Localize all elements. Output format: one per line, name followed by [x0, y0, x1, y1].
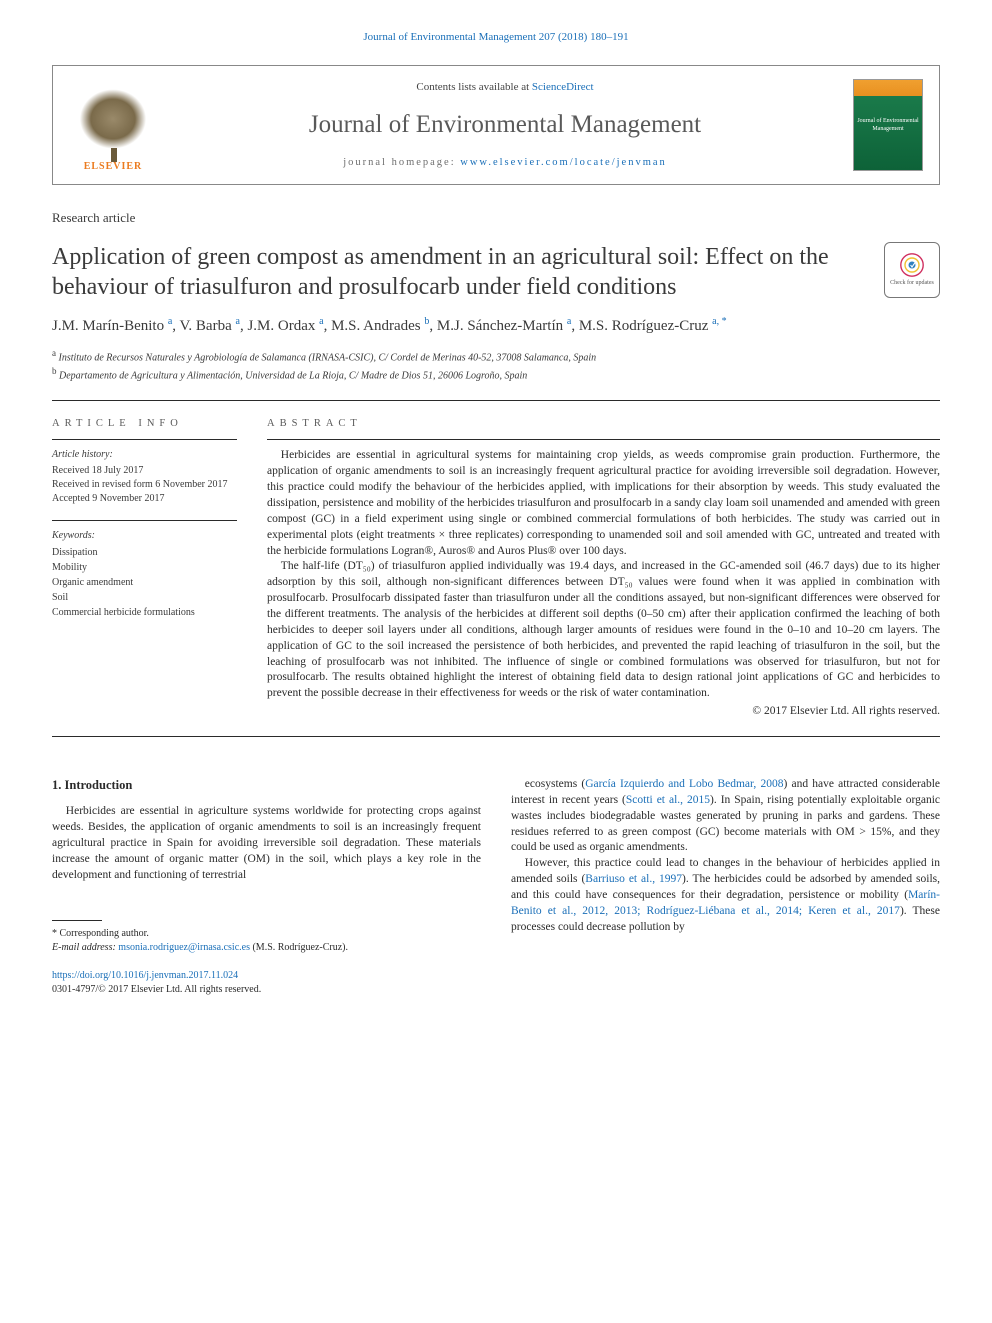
ref-garcia[interactable]: García Izquierdo and Lobo Bedmar, 2008 — [585, 778, 783, 790]
issn-line: 0301-4797/© 2017 Elsevier Ltd. All right… — [52, 983, 481, 997]
keyword-2: Organic amendment — [52, 575, 237, 590]
email-label: E-mail address: — [52, 942, 118, 953]
author-2: J.M. Ordax — [247, 318, 315, 334]
article-info-col: article info Article history: Received 1… — [52, 417, 237, 720]
keywords-label: Keywords: — [52, 529, 237, 543]
intro-p1: Herbicides are essential in agriculture … — [52, 804, 481, 883]
affiliation-a-text: Instituto de Recursos Naturales y Agrobi… — [59, 352, 597, 363]
author-5-aff[interactable]: a — [712, 316, 716, 327]
intro-col2-p1: ecosystems (García Izquierdo and Lobo Be… — [511, 777, 940, 856]
keyword-4: Commercial herbicide formulations — [52, 605, 237, 620]
crossmark-label: Check for updates — [890, 279, 934, 287]
intro-heading: 1. Introduction — [52, 777, 481, 794]
journal-header: ELSEVIER Contents lists available at Sci… — [52, 65, 940, 185]
contents-line: Contents lists available at ScienceDirec… — [173, 80, 837, 95]
keywords-block: Keywords: Dissipation Mobility Organic a… — [52, 520, 237, 620]
article-type: Research article — [52, 209, 940, 227]
elsevier-logo[interactable]: ELSEVIER — [69, 76, 157, 174]
author-3: M.S. Andrades — [331, 318, 421, 334]
crossmark-badge[interactable]: Check for updates — [884, 242, 940, 298]
authors: J.M. Marín-Benito a, V. Barba a, J.M. Or… — [52, 315, 940, 337]
body-two-col: 1. Introduction Herbicides are essential… — [52, 777, 940, 997]
body-col-right: ecosystems (García Izquierdo and Lobo Be… — [511, 777, 940, 997]
history-revised: Received in revised form 6 November 2017 — [52, 478, 237, 492]
elsevier-label: ELSEVIER — [84, 160, 143, 174]
info-abstract-row: article info Article history: Received 1… — [52, 417, 940, 720]
keyword-3: Soil — [52, 590, 237, 605]
c2p1a: ecosystems ( — [525, 778, 585, 790]
history-label: Article history: — [52, 448, 237, 462]
article-title: Application of green compost as amendmen… — [52, 242, 868, 303]
affiliation-b: b Departamento de Agricultura y Alimenta… — [52, 365, 940, 383]
author-4: M.J. Sánchez-Martín — [437, 318, 563, 334]
author-0-aff[interactable]: a — [168, 316, 172, 327]
footer-block: https://doi.org/10.1016/j.jenvman.2017.1… — [52, 969, 481, 997]
intro-col2-p2: However, this practice could lead to cha… — [511, 856, 940, 935]
citation-link[interactable]: Journal of Environmental Management 207 … — [363, 31, 628, 43]
elsevier-tree-icon — [74, 84, 152, 154]
doi-link[interactable]: https://doi.org/10.1016/j.jenvman.2017.1… — [52, 970, 238, 981]
corr-label: * Corresponding author. — [52, 927, 481, 941]
corr-email-link[interactable]: msonia.rodriguez@irnasa.csic.es — [118, 942, 250, 953]
ref-scotti[interactable]: Scotti et al., 2015 — [626, 794, 710, 806]
history-received: Received 18 July 2017 — [52, 464, 237, 478]
footnote-separator — [52, 920, 102, 921]
abstract-col: abstract Herbicides are essential in agr… — [267, 417, 940, 720]
affiliations: a Instituto de Recursos Naturales y Agro… — [52, 347, 940, 384]
keyword-1: Mobility — [52, 560, 237, 575]
history-accepted: Accepted 9 November 2017 — [52, 492, 237, 506]
divider-2 — [52, 736, 940, 737]
email-name: (M.S. Rodríguez-Cruz). — [250, 942, 348, 953]
crossmark-icon — [898, 251, 926, 279]
author-1-aff[interactable]: a — [235, 316, 239, 327]
abstract-p2: The half-life (DT₅₀) of triasulfuron app… — [267, 559, 940, 702]
abstract-p1: Herbicides are essential in agricultural… — [267, 448, 940, 559]
keyword-0: Dissipation — [52, 545, 237, 560]
author-5-corr[interactable]: * — [722, 316, 727, 327]
journal-citation: Journal of Environmental Management 207 … — [52, 30, 940, 45]
header-center: Contents lists available at ScienceDirec… — [173, 80, 837, 171]
author-5: M.S. Rodríguez-Cruz — [579, 318, 709, 334]
abstract-label: abstract — [267, 417, 940, 432]
author-1: V. Barba — [180, 318, 232, 334]
homepage-link[interactable]: www.elsevier.com/locate/jenvman — [460, 157, 667, 168]
corr-footnote: * Corresponding author. E-mail address: … — [52, 927, 481, 955]
article-info-label: article info — [52, 417, 237, 432]
affiliation-a: a Instituto de Recursos Naturales y Agro… — [52, 347, 940, 365]
homepage-prefix: journal homepage: — [343, 157, 460, 168]
keywords-list: Dissipation Mobility Organic amendment S… — [52, 545, 237, 620]
author-0: J.M. Marín-Benito — [52, 318, 164, 334]
ref-barriuso[interactable]: Barriuso et al., 1997 — [585, 873, 682, 885]
author-3-aff[interactable]: b — [424, 316, 429, 327]
cover-text: Journal of Environmental Management — [856, 117, 920, 134]
abstract-copyright: © 2017 Elsevier Ltd. All rights reserved… — [267, 704, 940, 720]
contents-prefix: Contents lists available at — [416, 81, 531, 93]
sciencedirect-link[interactable]: ScienceDirect — [532, 81, 594, 93]
abstract-text: Herbicides are essential in agricultural… — [267, 439, 940, 720]
journal-cover-thumb[interactable]: Journal of Environmental Management — [853, 79, 923, 171]
title-row: Application of green compost as amendmen… — [52, 242, 940, 315]
email-line: E-mail address: msonia.rodriguez@irnasa.… — [52, 941, 481, 955]
journal-title: Journal of Environmental Management — [173, 107, 837, 142]
affiliation-b-text: Departamento de Agricultura y Alimentaci… — [59, 371, 527, 382]
divider-1 — [52, 400, 940, 401]
homepage-line: journal homepage: www.elsevier.com/locat… — [173, 156, 837, 171]
author-2-aff[interactable]: a — [319, 316, 323, 327]
body-col-left: 1. Introduction Herbicides are essential… — [52, 777, 481, 997]
author-4-aff[interactable]: a — [567, 316, 571, 327]
history-block: Article history: Received 18 July 2017 R… — [52, 439, 237, 506]
